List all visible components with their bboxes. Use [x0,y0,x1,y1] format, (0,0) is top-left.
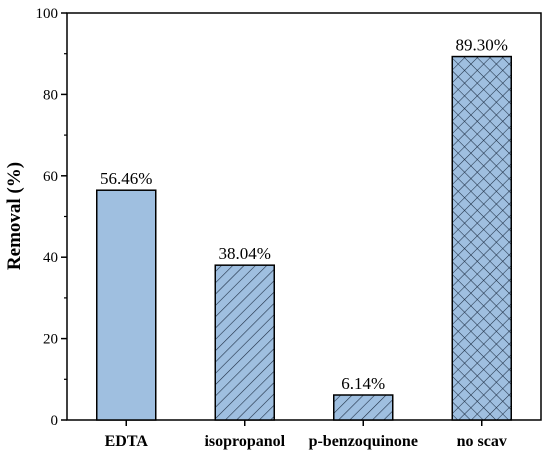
axes: 0 20 40 60 80 100 [36,6,542,429]
labels: 56.46% EDTA 38.04% isopropanol 6.14% p-benzoq… [100,36,508,450]
y-tick-label: 20 [43,332,58,348]
y-tick-label: 60 [43,169,58,185]
bar-edta [96,189,157,421]
data-label: 89.30% [456,36,508,55]
bar-no-scav [451,55,512,421]
x-tick-label: p-benzoquinone [309,433,418,450]
data-label: 56.46% [100,169,152,188]
y-tick-label: 80 [43,87,58,103]
data-label: 6.14% [341,374,385,393]
bar-isopropanol [214,264,275,421]
y-tick-label: 0 [51,413,59,429]
x-tick-label: no scav [457,433,507,450]
bar-p-benzoquinone [333,394,394,421]
y-tick-label: 100 [36,6,59,22]
bars [96,55,512,421]
x-tick-label: EDTA [105,433,149,450]
y-tick-label: 40 [43,250,58,266]
x-tick-label: isopropanol [204,433,285,450]
y-axis-title: Removal (%) [4,162,25,270]
data-label: 38.04% [219,244,271,263]
